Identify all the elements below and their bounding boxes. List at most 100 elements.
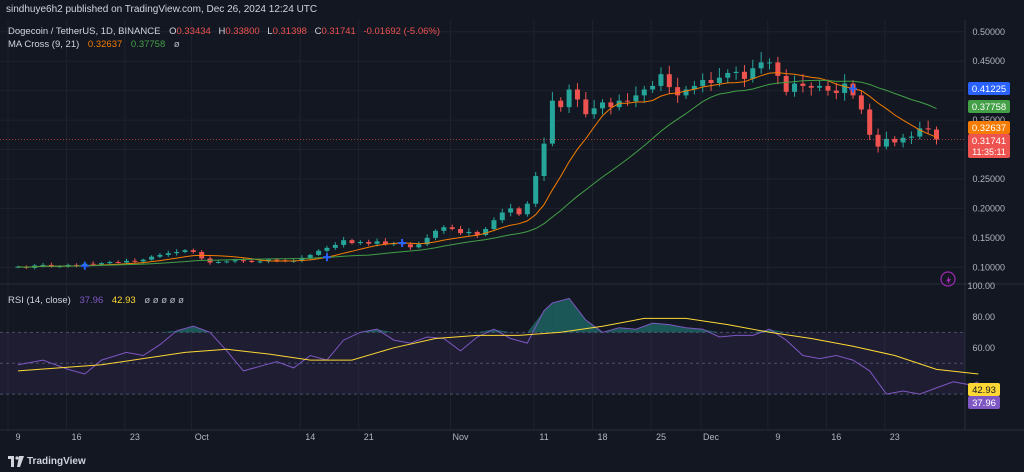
price-tick-label: 0.20000 bbox=[972, 203, 1005, 213]
low-label: L bbox=[267, 26, 272, 37]
ma-slow-value: 0.37758 bbox=[131, 39, 165, 50]
chart-area[interactable]: 0.100000.150000.200000.250000.300000.350… bbox=[0, 20, 1024, 452]
candle-body bbox=[73, 264, 79, 266]
rsi-axis[interactable]: 60.00 80.00 100.00 bbox=[967, 281, 995, 353]
time-tick-label: 16 bbox=[831, 432, 841, 442]
price-tick-label: 0.45000 bbox=[972, 56, 1005, 66]
badge-last-bg bbox=[968, 134, 1010, 158]
rsi-overbought-fill bbox=[652, 323, 670, 333]
candle-body bbox=[541, 143, 547, 177]
ma-lines bbox=[0, 72, 965, 268]
badge-ma-fast: 0.32637 bbox=[972, 123, 1006, 134]
time-tick-label: 23 bbox=[890, 432, 900, 442]
candle-body bbox=[449, 227, 455, 230]
candle-body bbox=[182, 250, 188, 252]
candle-body bbox=[491, 220, 497, 230]
candle-body bbox=[750, 68, 756, 79]
ma-cross-markers bbox=[80, 84, 857, 270]
rsi-overbought-fill bbox=[669, 324, 686, 333]
rsi-badges: 42.93 37.96 bbox=[968, 383, 1000, 409]
candle-body bbox=[633, 95, 639, 102]
candle-body bbox=[900, 137, 906, 143]
candle-body bbox=[691, 85, 697, 90]
low-value: 0.31398 bbox=[273, 26, 307, 37]
candle-body bbox=[374, 241, 380, 244]
candle-body bbox=[40, 264, 46, 266]
high-value: 0.33800 bbox=[225, 26, 259, 37]
ma-cross-title: MA Cross (9, 21) bbox=[8, 39, 79, 50]
rsi-tick-label: 60.00 bbox=[972, 343, 995, 353]
candle-body bbox=[908, 136, 914, 138]
candle-body bbox=[433, 230, 438, 238]
time-axis[interactable]: 9 16 23 Oct 14 21 Nov 11 18 25 Dec 9 16 23 bbox=[0, 429, 1024, 442]
price-tick-label: 0.50000 bbox=[972, 27, 1005, 37]
chart-svg[interactable]: 0.100000.150000.200000.250000.300000.350… bbox=[0, 20, 1024, 452]
published-bar: sindhuye6h2 published on TradingView.com… bbox=[0, 0, 1024, 20]
footer: TradingView bbox=[0, 452, 1024, 472]
candle-body bbox=[825, 85, 831, 91]
brand-name: TradingView bbox=[27, 456, 86, 467]
rsi-overbought-fill bbox=[619, 327, 636, 333]
candle-body bbox=[516, 208, 522, 215]
candle-body bbox=[65, 264, 71, 267]
price-tick-label: 0.10000 bbox=[972, 262, 1005, 272]
candle-body bbox=[800, 83, 806, 86]
rsi-ma-value: 42.93 bbox=[112, 295, 136, 306]
candle-body bbox=[566, 89, 572, 108]
candle-body bbox=[99, 263, 104, 265]
candle-body bbox=[366, 241, 372, 244]
rsi-overbought-fill bbox=[544, 302, 553, 333]
candle-body bbox=[382, 241, 388, 245]
time-tick-label: Dec bbox=[703, 432, 720, 442]
candle-body bbox=[867, 109, 873, 135]
published-text: sindhuye6h2 published on TradingView.com… bbox=[6, 4, 318, 15]
rsi-overbought-fill bbox=[552, 298, 570, 333]
candle-body bbox=[341, 240, 347, 245]
rsi-title: RSI (14, close) bbox=[8, 295, 71, 306]
candle-body bbox=[917, 128, 923, 137]
candle-body bbox=[591, 108, 597, 115]
candle-body bbox=[767, 62, 772, 64]
rsi-legend: RSI (14, close) 37.96 42.93 ø ø ø ø ø bbox=[8, 295, 184, 306]
time-tick-label: 21 bbox=[364, 432, 374, 442]
candle-body bbox=[934, 129, 939, 140]
ma-fast-value: 0.32637 bbox=[88, 39, 122, 50]
candle-body bbox=[257, 261, 263, 263]
candle-body bbox=[733, 71, 739, 73]
open-label: O bbox=[169, 26, 176, 37]
candle-body bbox=[875, 134, 881, 147]
candle-body bbox=[817, 85, 823, 88]
candle-body bbox=[499, 212, 505, 221]
price-tick-label: 0.35000 bbox=[972, 115, 1005, 125]
rsi-line bbox=[17, 297, 979, 395]
badge-last: 0.31741 bbox=[972, 136, 1006, 147]
candle-body bbox=[274, 259, 280, 261]
candle-body bbox=[107, 261, 113, 264]
candle-body bbox=[508, 208, 514, 213]
alert-icon[interactable] bbox=[940, 271, 956, 287]
candle-body bbox=[165, 253, 171, 255]
time-tick-label: 23 bbox=[130, 432, 140, 442]
close-value: 0.31741 bbox=[321, 26, 355, 37]
candle-body bbox=[758, 62, 764, 69]
candle-body bbox=[574, 89, 580, 100]
time-tick-label: 25 bbox=[656, 432, 666, 442]
rsi-tick-label: 100.00 bbox=[967, 281, 995, 291]
candle-body bbox=[483, 229, 489, 235]
time-tick-label: 11 bbox=[539, 432, 548, 442]
candle-body bbox=[124, 260, 130, 263]
candle-body bbox=[741, 71, 747, 79]
candle-body bbox=[725, 72, 731, 78]
candle-body bbox=[458, 229, 464, 234]
candle-body bbox=[858, 95, 864, 110]
ma-extra: ø bbox=[174, 39, 180, 50]
candle-body bbox=[583, 99, 589, 115]
badge-rsi-bg bbox=[968, 396, 1000, 409]
rsi-band bbox=[0, 331, 965, 395]
time-tick-label: 16 bbox=[71, 432, 81, 442]
candle-body bbox=[215, 261, 221, 263]
candle-body bbox=[775, 62, 781, 76]
rsi-value: 37.96 bbox=[79, 295, 103, 306]
candle-body bbox=[316, 250, 322, 255]
candle-body bbox=[90, 263, 96, 265]
